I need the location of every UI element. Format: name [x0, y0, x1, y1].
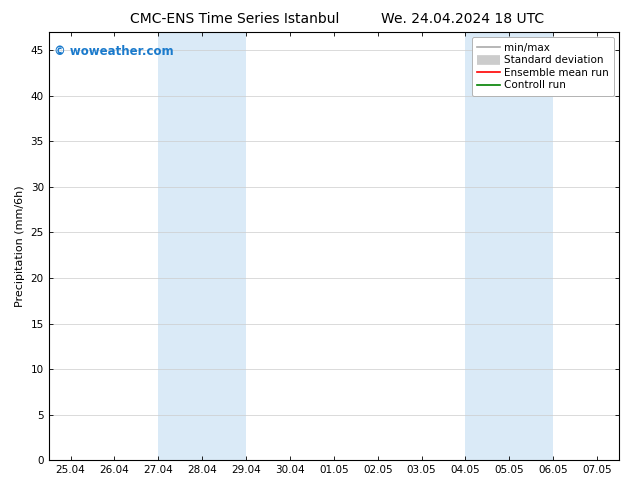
Bar: [465, 32, 553, 460]
Y-axis label: Precipitation (mm/6h): Precipitation (mm/6h): [15, 185, 25, 307]
Bar: [158, 32, 246, 460]
Text: © woweather.com: © woweather.com: [55, 45, 174, 58]
Text: We. 24.04.2024 18 UTC: We. 24.04.2024 18 UTC: [381, 12, 545, 26]
Text: CMC-ENS Time Series Istanbul: CMC-ENS Time Series Istanbul: [130, 12, 339, 26]
Legend: min/max, Standard deviation, Ensemble mean run, Controll run: min/max, Standard deviation, Ensemble me…: [472, 37, 614, 96]
